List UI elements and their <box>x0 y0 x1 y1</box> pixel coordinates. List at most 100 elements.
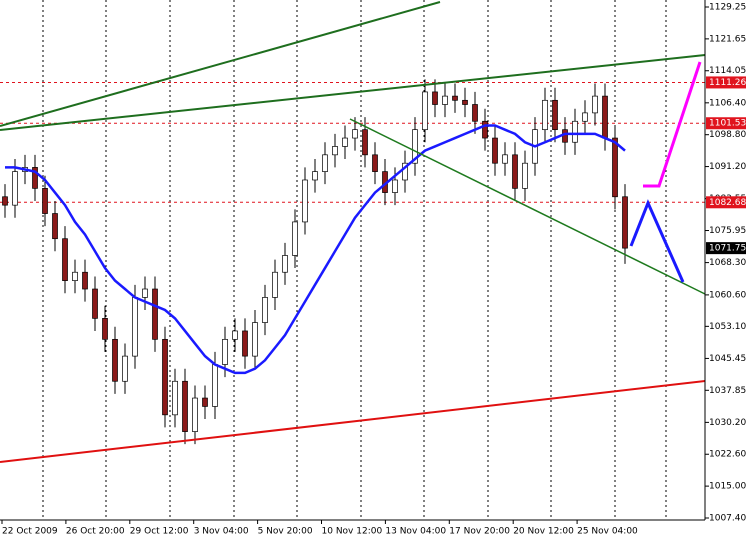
y-tick-label: 1015.00 <box>709 482 746 492</box>
candle-body <box>262 297 268 323</box>
last-price-tag <box>706 242 746 255</box>
candle-body <box>302 179 308 223</box>
candle-body <box>272 271 278 298</box>
candle-body <box>622 196 628 249</box>
candle-body <box>362 129 368 156</box>
y-tick-label: 1022.60 <box>709 450 746 460</box>
candle-body <box>162 338 168 416</box>
forecast-arrow <box>629 199 685 283</box>
y-tick-label: 1045.45 <box>709 354 746 364</box>
y-tick-label: 1098.80 <box>709 130 746 140</box>
candle-body <box>232 330 238 340</box>
candle-body <box>482 120 488 139</box>
x-tick-label: 5 Nov 20:00 <box>258 527 313 537</box>
level-label: 1101.53 <box>709 119 746 129</box>
y-tick-label: 1091.20 <box>709 162 746 172</box>
forecast-arrow <box>643 61 702 188</box>
candle-body <box>592 95 598 114</box>
candle-body <box>172 380 178 416</box>
candle-body <box>292 221 298 256</box>
candle-body <box>582 112 588 122</box>
candle-body <box>82 271 88 290</box>
candle-body <box>412 129 418 164</box>
level-tag <box>706 76 746 89</box>
candle-body <box>242 330 248 357</box>
plot-area <box>0 79 705 445</box>
candle-body <box>402 162 408 181</box>
candle-body <box>252 322 258 357</box>
trend-line <box>0 380 706 463</box>
candle-body <box>212 364 218 407</box>
candle-body <box>422 91 428 131</box>
candle-body <box>152 288 158 340</box>
level-tag <box>706 117 746 130</box>
y-tick-label: 1007.40 <box>709 513 746 523</box>
time-grid <box>42 0 667 520</box>
candle-body <box>142 288 148 298</box>
x-tick-label: 17 Nov 20:00 <box>449 527 510 537</box>
y-tick-label: 1060.60 <box>709 290 746 300</box>
x-tick-label: 26 Oct 20:00 <box>66 527 125 537</box>
candle-body <box>92 288 98 319</box>
x-tick-label: 29 Oct 12:00 <box>130 527 189 537</box>
moving-average <box>5 124 626 375</box>
candle-body <box>72 271 78 281</box>
candle-body <box>572 120 578 143</box>
candle-body <box>32 167 38 189</box>
x-tick-label: 10 Nov 12:00 <box>322 527 383 537</box>
x-tick-label: 3 Nov 04:00 <box>194 527 249 537</box>
candle-body <box>392 179 398 193</box>
candle-body <box>102 318 108 340</box>
candle-body <box>542 99 548 131</box>
candle-body <box>492 137 498 164</box>
y-tick-label: 1121.65 <box>709 34 746 44</box>
candle-body <box>472 104 478 122</box>
x-tick-label: 20 Nov 12:00 <box>513 527 574 537</box>
y-tick-label: 1068.30 <box>709 258 746 268</box>
candle-body <box>522 162 528 189</box>
trend-lines <box>0 1 706 463</box>
candle-body <box>322 154 328 172</box>
candle-body <box>502 154 508 164</box>
x-tick-label: 13 Nov 04:00 <box>385 527 446 537</box>
candle-body <box>222 338 228 365</box>
candle-body <box>2 196 8 206</box>
candle-body <box>42 188 48 214</box>
x-tick-label: 22 Oct 2009 <box>2 527 58 537</box>
trend-line <box>349 118 706 295</box>
candle-body <box>202 397 208 407</box>
y-tick-label: 1037.85 <box>709 386 746 396</box>
candle-body <box>432 91 438 105</box>
level-label: 1111.26 <box>709 78 746 88</box>
candle-body <box>372 154 378 172</box>
candle-body <box>132 297 138 357</box>
candle-body <box>12 171 18 206</box>
y-tick-label: 1030.20 <box>709 418 746 428</box>
candle-body <box>462 99 468 105</box>
y-tick-label: 1075.95 <box>709 226 746 236</box>
candle-body <box>612 137 618 198</box>
candle-body <box>312 171 318 181</box>
y-tick-label: 1129.25 <box>709 3 746 13</box>
candle-body <box>342 137 348 147</box>
trend-line <box>0 54 706 131</box>
candle-body <box>282 255 288 273</box>
y-tick-label: 1114.05 <box>709 66 746 76</box>
candle-body <box>512 154 518 189</box>
level-tag <box>706 196 746 209</box>
candle-body <box>452 95 458 101</box>
candle-body <box>442 95 448 105</box>
y-tick-label: 1053.10 <box>709 322 746 332</box>
x-tick-label: 25 Nov 04:00 <box>577 527 638 537</box>
candle-body <box>182 380 188 432</box>
candle-body <box>52 213 58 240</box>
candle-body <box>602 95 608 139</box>
y-tick-label: 1106.40 <box>709 98 746 108</box>
candle-body <box>552 99 558 131</box>
candle-body <box>332 146 338 156</box>
candle-body <box>192 397 198 432</box>
candle-body <box>122 355 128 382</box>
candle-body <box>352 129 358 139</box>
